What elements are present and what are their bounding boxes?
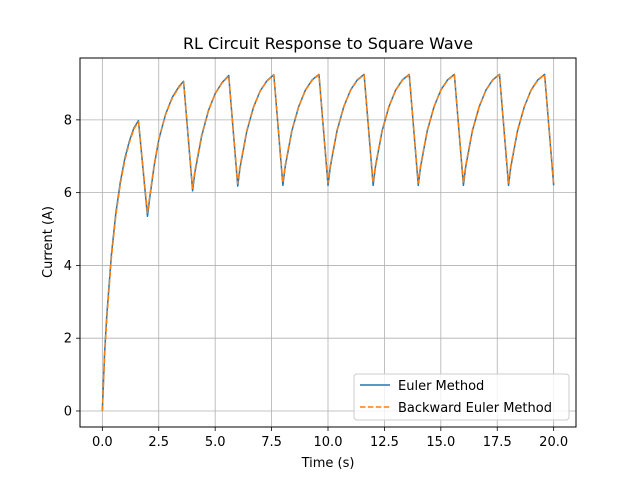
x-tick-label: 15.0 [426, 435, 455, 450]
x-tick-label: 7.5 [261, 435, 282, 450]
y-tick-label: 2 [64, 332, 72, 347]
ticks: 0.0 2.5 5.0 7.5 10.0 12.5 15.0 17.5 20.0 0 2 4 6 8 [64, 113, 568, 450]
series-line-backward-euler [101, 73, 555, 412]
x-tick-label: 2.5 [148, 435, 169, 450]
y-tick-label: 0 [64, 404, 72, 419]
x-tick-label: 10.0 [314, 435, 343, 450]
chart-title: RL Circuit Response to Square Wave [183, 34, 473, 53]
legend-label-euler: Euler Method [398, 379, 484, 394]
x-tick-label: 12.5 [370, 435, 399, 450]
x-tick-label: 20.0 [539, 435, 568, 450]
legend: Euler Method Backward Euler Method [353, 373, 570, 421]
y-tick-label: 4 [64, 259, 72, 274]
y-tick-label: 6 [64, 186, 72, 201]
legend-label-backward-euler: Backward Euler Method [398, 401, 552, 416]
series-group [101, 73, 555, 412]
legend-box [353, 373, 570, 421]
x-tick-label: 5.0 [205, 435, 226, 450]
x-tick-label: 0.0 [92, 435, 113, 450]
y-axis-label: Current (A) [41, 206, 56, 278]
y-tick-label: 8 [64, 113, 72, 128]
x-axis-label: Time (s) [301, 456, 355, 471]
x-tick-label: 17.5 [483, 435, 512, 450]
